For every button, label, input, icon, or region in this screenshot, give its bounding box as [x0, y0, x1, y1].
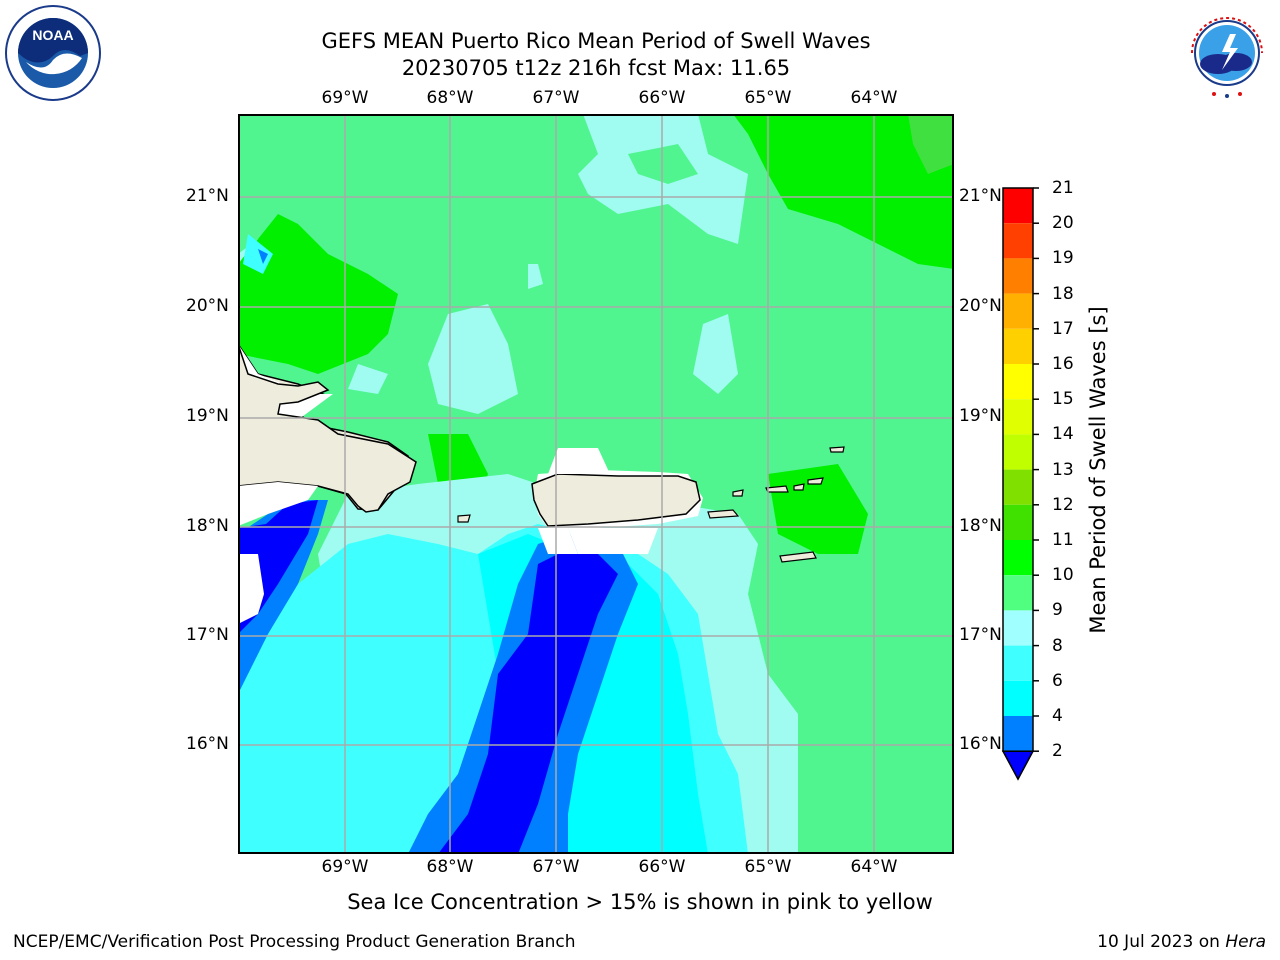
colorbar-label: Mean Period of Swell Waves [s] — [1086, 306, 1110, 634]
lon-label-bottom-64w: 64°W — [850, 857, 898, 877]
lat-label-left-20n: 20°N — [186, 296, 229, 316]
lat-label-left-18n: 18°N — [186, 516, 229, 536]
lon-label-top-68w: 68°W — [426, 88, 474, 108]
colorbar-tick-label: 6 — [1052, 670, 1063, 691]
colorbar-tick-label: 8 — [1052, 635, 1063, 656]
footer-right: 10 Jul 2023 on Hera — [1097, 932, 1266, 952]
lon-label-bottom-65w: 65°W — [744, 857, 792, 877]
colorbar-ticks: 21 20 19 18 17 16 15 14 13 12 11 10 9 8 6 4 2 — [1052, 178, 1092, 766]
map-plot — [237, 114, 954, 854]
colorbar-tick-label: 2 — [1052, 741, 1063, 762]
colorbar-swatch — [1003, 434, 1033, 470]
colorbar-swatch — [1003, 680, 1033, 716]
colorbar-swatch — [1003, 223, 1033, 259]
lon-label-bottom-69w: 69°W — [321, 857, 369, 877]
colorbar-swatch — [1003, 364, 1033, 400]
colorbar-tick-label: 18 — [1052, 283, 1074, 304]
lat-label-right-20n: 20°N — [959, 296, 1002, 316]
colorbar — [1000, 186, 1040, 786]
lon-label-top-66w: 66°W — [638, 88, 686, 108]
colorbar-swatch — [1003, 540, 1033, 576]
sea-ice-note: Sea Ice Concentration > 15% is shown in … — [347, 890, 933, 914]
lon-label-top-65w: 65°W — [744, 88, 792, 108]
colorbar-tick-label: 15 — [1052, 389, 1074, 410]
colorbar-tick-label: 10 — [1052, 565, 1074, 586]
colorbar-swatches — [1001, 187, 1039, 781]
colorbar-tick-label: 14 — [1052, 424, 1074, 445]
lat-label-right-16n: 16°N — [959, 734, 1002, 754]
lat-label-left-19n: 19°N — [186, 406, 229, 426]
lon-label-bottom-67w: 67°W — [532, 857, 580, 877]
colorbar-tick-label: 4 — [1052, 706, 1063, 726]
title-line-2: 20230705 t12z 216h fcst Max: 11.65 — [401, 56, 791, 80]
colorbar-swatch — [1003, 610, 1033, 646]
colorbar-tick-label: 17 — [1052, 318, 1074, 339]
lat-label-left-16n: 16°N — [186, 734, 229, 754]
colorbar-tick-label: 16 — [1052, 354, 1074, 374]
colorbar-tick-label: 20 — [1052, 213, 1074, 234]
map-gridlines — [238, 114, 954, 854]
lon-label-top-69w: 69°W — [321, 88, 369, 108]
colorbar-tick-label: 21 — [1052, 178, 1074, 198]
colorbar-tick-label: 13 — [1052, 459, 1074, 480]
title-line-1: GEFS MEAN Puerto Rico Mean Period of Swe… — [321, 29, 871, 53]
footer-host: Hera — [1225, 932, 1266, 952]
colorbar-swatch — [1003, 575, 1033, 611]
colorbar-swatch — [1003, 258, 1033, 294]
colorbar-tick-label: 11 — [1052, 530, 1074, 550]
colorbar-tick-label: 12 — [1052, 494, 1074, 515]
lon-label-bottom-66w: 66°W — [638, 857, 686, 877]
colorbar-swatch — [1003, 399, 1033, 435]
lat-label-right-17n: 17°N — [959, 625, 1002, 645]
colorbar-extend-triangle — [1001, 750, 1035, 781]
lon-label-top-67w: 67°W — [532, 88, 580, 108]
lat-label-right-21n: 21°N — [959, 186, 1002, 206]
noaa-logo: NOAA — [4, 4, 102, 102]
nws-logo — [1178, 4, 1276, 102]
map-panel — [237, 114, 954, 854]
footer-date: 10 Jul 2023 on — [1097, 932, 1226, 952]
colorbar-swatch — [1003, 293, 1033, 329]
lon-label-bottom-68w: 68°W — [426, 857, 474, 877]
lat-label-right-18n: 18°N — [959, 516, 1002, 536]
noaa-logo-text: NOAA — [32, 27, 73, 43]
colorbar-swatch — [1003, 645, 1033, 681]
lat-label-left-21n: 21°N — [186, 186, 229, 206]
colorbar-swatch — [1003, 716, 1033, 752]
colorbar-tick-label: 19 — [1052, 248, 1074, 269]
lon-label-top-64w: 64°W — [850, 88, 898, 108]
colorbar-swatch — [1003, 188, 1033, 224]
lat-label-left-17n: 17°N — [186, 625, 229, 645]
lat-label-right-19n: 19°N — [959, 406, 1002, 426]
colorbar-swatch — [1003, 504, 1033, 540]
colorbar-swatch — [1003, 469, 1033, 505]
colorbar-swatch — [1003, 328, 1033, 364]
footer-left: NCEP/EMC/Verification Post Processing Pr… — [13, 932, 576, 952]
colorbar-tick-label: 9 — [1052, 600, 1063, 621]
